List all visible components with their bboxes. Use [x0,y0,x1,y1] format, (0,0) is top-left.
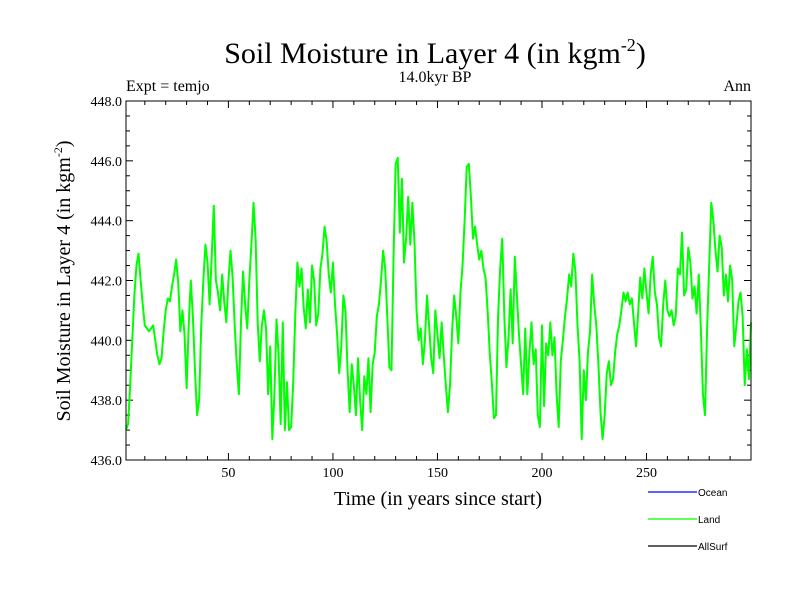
plot-frame [125,100,752,461]
x-axis-label: Time (in years since start) [334,488,542,510]
chart-title: Soil Moisture in Layer 4 (in kgm-2) [224,35,646,70]
y-axis-ticks: 436.0 438.0 440.0 442.0 444.0 446.0 448.0 [91,95,751,469]
experiment-label: Expt = temjo [126,78,210,95]
y-tick-label: 436.0 [91,454,123,469]
x-tick-label: 200 [531,466,552,481]
series-group [125,156,752,441]
x-tick-label: 250 [636,466,657,481]
y-tick-label: 440.0 [91,334,123,349]
y-tick-label: 448.0 [91,95,123,110]
top-labels: Soil Moisture in Layer 4 (in kgm-2) 14.0… [126,35,751,95]
legend-label-ocean: Ocean [698,488,727,499]
x-tick-label: 100 [322,466,343,481]
x-tick-label: 50 [221,466,235,481]
y-tick-label: 444.0 [91,215,123,230]
series-line-land [125,156,752,441]
chart-subtitle: 14.0kyr BP [399,69,472,86]
x-axis-ticks: 50 100 150 200 250 [144,101,752,481]
legend-label-land: Land [698,515,720,526]
season-label: Ann [723,78,751,95]
legend: Ocean Land AllSurf [648,488,728,553]
legend-label-allsurf: AllSurf [698,542,728,553]
y-tick-label: 446.0 [91,155,123,170]
y-tick-label: 442.0 [91,275,123,290]
y-axis-label: Soil Moisture in Layer 4 (in kgm-2) [51,140,75,421]
y-tick-label: 438.0 [91,394,123,409]
x-tick-label: 150 [427,466,448,481]
